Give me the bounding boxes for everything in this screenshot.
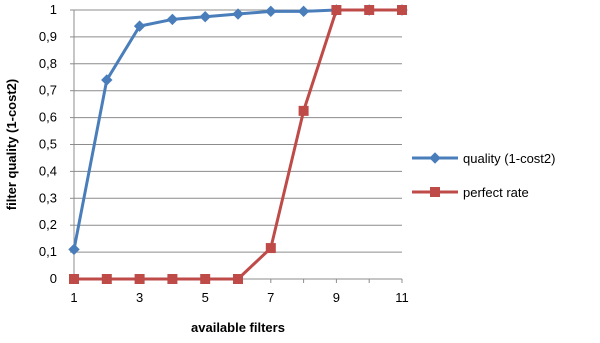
y-tick-label: 0,1 [39, 244, 57, 259]
data-point [265, 243, 276, 254]
data-point [364, 5, 375, 15]
data-point [166, 13, 179, 26]
data-point [167, 274, 178, 284]
x-tick-label: 9 [333, 290, 340, 305]
x-tick-label: 7 [267, 290, 274, 305]
y-tick-label: 0,4 [39, 163, 57, 178]
legend: quality (1-cost2) perfect rate [412, 151, 555, 200]
y-tick-label: 0,5 [39, 137, 57, 152]
axes [70, 9, 403, 283]
legend-label: perfect rate [463, 185, 529, 200]
legend-item: quality (1-cost2) [412, 151, 555, 166]
tick-labels: 00,10,20,30,40,50,60,70,80,911 3 5 7 9 11 [39, 2, 409, 305]
grid-lines [74, 9, 402, 253]
series-1 [68, 4, 408, 256]
data-point [232, 8, 244, 20]
y-axis-title: filter quality (1-cost2) [4, 79, 19, 210]
data-point [233, 274, 243, 284]
y-tick-label: 0,9 [39, 29, 57, 44]
y-tick-label: 0 [50, 271, 57, 286]
series-line [72, 8, 402, 250]
legend-item: perfect rate [412, 185, 529, 200]
y-tick-label: 0,8 [39, 56, 57, 71]
legend-marker [429, 152, 441, 164]
data-point [133, 20, 146, 32]
series-2 [69, 5, 407, 284]
data-point [298, 105, 309, 116]
data-point [101, 74, 113, 86]
data-point [134, 274, 145, 284]
y-tick-label: 0,2 [39, 217, 57, 232]
legend-label: quality (1-cost2) [463, 151, 555, 166]
y-tick-label: 0,3 [39, 190, 57, 205]
x-tick-label: 3 [136, 290, 143, 305]
data-point [68, 243, 80, 256]
x-tick-label: 1 [70, 290, 77, 305]
data-point [265, 5, 277, 18]
data-point [200, 274, 211, 284]
y-tick-label: 1 [50, 2, 57, 17]
x-tick-label: 11 [395, 290, 409, 305]
x-axis-title: available filters [191, 320, 285, 335]
x-tick-label: 5 [202, 290, 209, 305]
data-point [69, 274, 79, 284]
series-lines [68, 4, 408, 284]
data-point [397, 5, 407, 15]
data-point [297, 5, 310, 18]
data-point [199, 11, 211, 23]
data-point [101, 274, 112, 284]
y-tick-label: 0,6 [39, 110, 57, 125]
data-point [331, 5, 342, 15]
y-tick-label: 0,7 [39, 83, 57, 98]
legend-marker [430, 187, 440, 197]
